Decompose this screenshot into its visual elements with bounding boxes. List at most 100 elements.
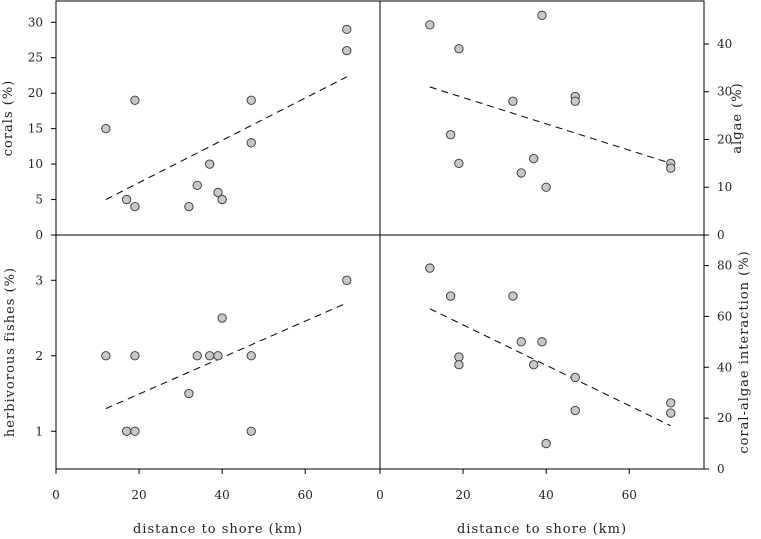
data-points: [425, 263, 676, 449]
y-tick-label: 40: [717, 37, 732, 51]
trendline: [429, 308, 672, 427]
panel-top-right: 0 10 20 30 40 algae (%): [379, 0, 745, 242]
data-point: [101, 351, 111, 361]
data-point: [425, 20, 435, 30]
plot-frame: [379, 0, 705, 236]
data-point: [570, 405, 580, 416]
data-points: [101, 275, 352, 436]
axis-ticks: 0 20 40 60 80 0 20 40 60: [376, 259, 732, 502]
trendline-path: [429, 308, 672, 427]
data-point: [121, 426, 132, 436]
data-points: [101, 24, 352, 212]
y-axis-title: coral-algae interaction (%): [737, 250, 752, 453]
x-tick-label: 20: [131, 488, 146, 502]
data-point: [666, 398, 676, 408]
data-point: [217, 313, 227, 323]
x-tick-label: 0: [376, 488, 384, 502]
data-point: [516, 168, 526, 178]
data-point: [508, 291, 518, 301]
x-tick-label: 20: [455, 488, 470, 502]
trendline: [105, 302, 347, 410]
data-point: [213, 187, 223, 198]
panel-bottom-right: 0 20 40 60 80 0 20 40 60 coral-algae interaction…: [376, 234, 752, 537]
data-point: [130, 426, 140, 436]
x-tick-label: 60: [622, 488, 637, 502]
data-point: [529, 153, 539, 164]
y-tick-label: 30: [717, 85, 732, 99]
data-point: [246, 95, 256, 105]
trendline: [429, 86, 671, 164]
data-point: [541, 182, 551, 192]
data-points: [425, 10, 676, 192]
data-point: [217, 194, 227, 205]
y-tick-label: 20: [717, 132, 732, 146]
data-point: [205, 351, 215, 361]
y-tick-label: 0: [35, 228, 43, 242]
trendline-path: [105, 76, 348, 201]
y-axis-title: algae (%): [730, 82, 745, 153]
y-tick-label: 10: [28, 157, 43, 171]
data-point: [342, 45, 352, 56]
data-point: [246, 138, 256, 148]
data-point: [454, 360, 464, 370]
data-point: [666, 163, 676, 173]
data-point: [541, 438, 551, 449]
axis-ticks: 1 2 3 0 20 40 60: [35, 273, 313, 502]
data-point: [101, 123, 111, 134]
data-point: [454, 352, 464, 362]
y-tick-label: 30: [28, 15, 43, 29]
y-tick-label: 15: [28, 122, 43, 136]
data-point: [192, 351, 202, 361]
y-tick-label: 10: [717, 180, 732, 194]
x-tick-label: 40: [539, 488, 554, 502]
y-tick-label: 80: [717, 259, 732, 273]
data-point: [192, 180, 202, 191]
y-tick-label: 5: [35, 193, 43, 207]
y-tick-label: 1: [35, 424, 43, 438]
y-tick-label: 40: [717, 360, 732, 374]
data-point: [130, 351, 140, 361]
data-point: [666, 408, 676, 418]
data-point: [445, 130, 456, 140]
data-point: [454, 44, 464, 54]
y-axis-ticks: 0 5 10 15 20 25 30: [28, 15, 56, 242]
x-tick-label: 0: [52, 488, 60, 502]
y-tick-label: 20: [28, 86, 43, 100]
y-tick-label: 0: [717, 462, 725, 476]
data-point: [184, 388, 194, 399]
y-tick-label: 2: [35, 349, 43, 363]
data-point: [342, 275, 352, 285]
data-point: [130, 201, 140, 212]
y-tick-label: 25: [28, 51, 43, 65]
x-tick-label: 40: [215, 488, 230, 502]
panel-bottom-left: 1 2 3 0 20 40 60 herbivorous fishes (%) distan…: [3, 234, 381, 537]
trendline: [105, 76, 348, 201]
data-point: [537, 337, 547, 347]
data-point: [529, 360, 539, 370]
data-point: [205, 159, 215, 169]
data-point: [184, 201, 194, 212]
y-axis-title: corals (%): [1, 80, 16, 157]
data-point: [570, 96, 580, 106]
y-tick-label: 60: [717, 309, 732, 323]
data-point: [445, 291, 456, 301]
y-tick-label: 3: [35, 273, 43, 287]
y-axis-ticks: 0 10 20 30 40: [704, 37, 732, 242]
y-tick-label: 0: [717, 228, 725, 242]
data-point: [537, 10, 547, 20]
data-point: [213, 351, 223, 361]
data-point: [130, 95, 140, 105]
data-point: [246, 426, 256, 436]
panel-top-left: 0 5 10 15 20 25 30 corals (%): [1, 0, 381, 242]
data-point: [454, 158, 464, 169]
data-point: [246, 351, 256, 361]
data-point: [425, 263, 435, 273]
y-tick-label: 20: [717, 411, 732, 425]
x-tick-label: 60: [298, 488, 313, 502]
x-axis-title: distance to shore (km): [457, 522, 627, 537]
plot-frame: [379, 234, 705, 470]
data-point: [570, 372, 580, 383]
trendline-path: [105, 302, 347, 410]
data-point: [121, 194, 132, 205]
